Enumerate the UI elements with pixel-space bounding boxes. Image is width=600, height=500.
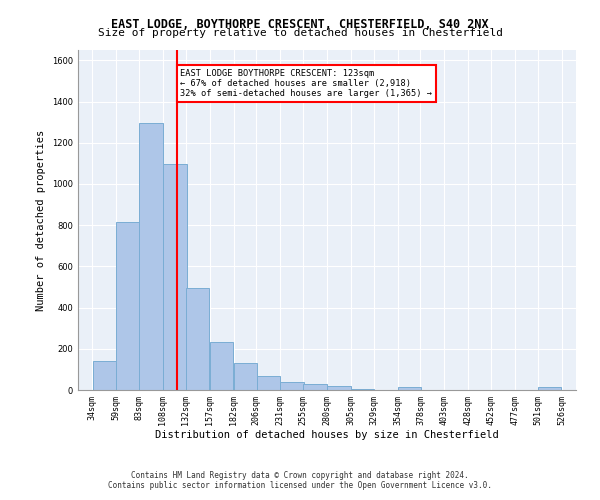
Bar [257,376,280,390]
Bar [163,164,187,390]
Text: EAST LODGE, BOYTHORPE CRESCENT, CHESTERFIELD, S40 2NX: EAST LODGE, BOYTHORPE CRESCENT, CHESTERF… [111,18,489,30]
Bar [280,382,304,390]
Bar [304,384,327,390]
Bar [538,387,562,390]
Bar [92,361,116,390]
Bar [398,387,421,390]
Bar [327,386,350,390]
Text: EAST LODGE BOYTHORPE CRESCENT: 123sqm
← 67% of detached houses are smaller (2,91: EAST LODGE BOYTHORPE CRESCENT: 123sqm ← … [180,68,432,98]
Bar [210,342,233,390]
Text: Contains HM Land Registry data © Crown copyright and database right 2024.
Contai: Contains HM Land Registry data © Crown c… [108,470,492,490]
Bar [116,222,140,390]
Text: Size of property relative to detached houses in Chesterfield: Size of property relative to detached ho… [97,28,503,38]
Y-axis label: Number of detached properties: Number of detached properties [37,130,46,310]
Bar [186,288,209,390]
Bar [139,123,163,390]
Bar [234,363,257,390]
X-axis label: Distribution of detached houses by size in Chesterfield: Distribution of detached houses by size … [155,430,499,440]
Bar [351,389,374,390]
